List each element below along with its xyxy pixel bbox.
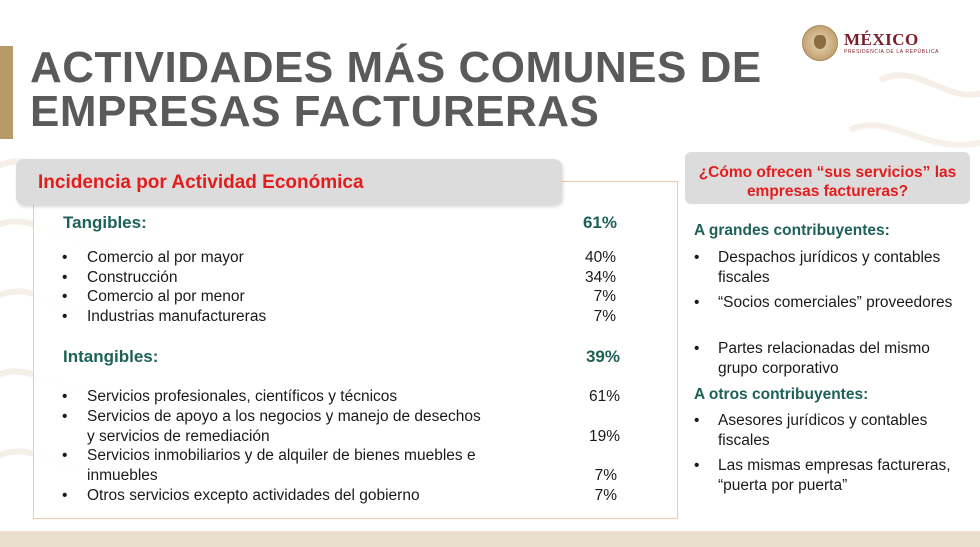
list-item-percent: 40% — [584, 249, 616, 266]
footer-band — [0, 531, 980, 547]
tangibles-label: Tangibles: — [63, 213, 147, 232]
list-item: • Servicios de apoyo a los negocios y ma… — [62, 407, 482, 446]
list-item-percent: 34% — [584, 269, 616, 286]
title-accent-bar — [0, 46, 13, 139]
list-item: • Comercio al por mayor — [62, 248, 542, 268]
page-title: ACTIVIDADES MÁS COMUNES DE EMPRESAS FACT… — [30, 46, 762, 134]
other-taxpayers-label: A otros contribuyentes: — [694, 386, 869, 403]
list-item-text: Construcción — [87, 269, 178, 286]
list-item: • Otros servicios excepto actividades de… — [62, 486, 542, 506]
list-item-text: “Socios comerciales” proveedores — [718, 294, 953, 311]
bullet-icon: • — [62, 249, 68, 266]
list-item: • Construcción — [62, 268, 542, 288]
bullet-icon: • — [694, 457, 700, 474]
activity-incidence-heading: Incidencia por Actividad Económica — [38, 172, 364, 193]
list-item: • Industrias manufactureras — [62, 307, 542, 327]
list-item: • Despachos jurídicos y contables fiscal… — [694, 248, 970, 288]
activity-incidence-panel — [33, 181, 678, 519]
list-item: • “Socios comerciales” proveedores — [694, 293, 970, 313]
bullet-icon: • — [694, 412, 700, 429]
list-item: • Las mismas empresas factureras, “puert… — [694, 456, 970, 496]
bullet-icon: • — [694, 249, 700, 266]
bullet-icon: • — [694, 340, 700, 357]
services-question-header-box — [685, 152, 970, 204]
list-item: • Servicios profesionales, científicos y… — [62, 387, 502, 407]
tangibles-percent: 61% — [582, 213, 617, 232]
list-item-text: Otros servicios excepto actividades del … — [87, 487, 420, 504]
list-item-text: Servicios de apoyo a los negocios y mane… — [87, 408, 481, 445]
services-question-heading: ¿Cómo ofrecen “sus servicios” las empres… — [698, 164, 957, 200]
list-item-percent: 61% — [588, 388, 620, 405]
list-item-text: Comercio al por menor — [87, 288, 245, 305]
bullet-icon: • — [62, 388, 68, 405]
logo-country: MÉXICO — [844, 29, 919, 49]
large-taxpayers-label: A grandes contribuyentes: — [694, 222, 890, 239]
list-item: • Partes relacionadas del mismo grupo co… — [694, 339, 970, 379]
list-item-text: Servicios inmobiliarios y de alquiler de… — [87, 447, 476, 484]
list-item: • Comercio al por menor — [62, 287, 542, 307]
logo-wordmark: MÉXICO PRESIDENCIA DE LA REPÚBLICA — [844, 29, 940, 56]
list-item-text: Industrias manufactureras — [87, 308, 267, 325]
national-seal-icon — [802, 25, 838, 61]
list-item-percent: 7% — [594, 487, 617, 504]
list-item-percent: 19% — [588, 428, 620, 445]
bullet-icon: • — [62, 308, 68, 325]
list-item-text: Las mismas empresas factureras, “puerta … — [718, 457, 951, 494]
list-item-text: Partes relacionadas del mismo grupo corp… — [718, 340, 930, 377]
list-item-percent: 7% — [594, 467, 617, 484]
list-item: • Asesores jurídicos y contables fiscale… — [694, 411, 970, 451]
bullet-icon: • — [62, 447, 68, 464]
bullet-icon: • — [62, 408, 68, 425]
list-item: • Servicios inmobiliarios y de alquiler … — [62, 446, 482, 485]
bullet-icon: • — [62, 487, 68, 504]
intangibles-label: Intangibles: — [63, 347, 159, 366]
intangibles-percent: 39% — [585, 347, 620, 366]
page-title-line-2: EMPRESAS FACTURERAS — [30, 87, 600, 136]
list-item-text: Despachos jurídicos y contables fiscales — [718, 249, 941, 286]
bullet-icon: • — [62, 269, 68, 286]
list-item-text: Comercio al por mayor — [87, 249, 244, 266]
list-item-percent: 7% — [593, 308, 616, 325]
logo-subtitle: PRESIDENCIA DE LA REPÚBLICA — [844, 48, 940, 55]
page-title-line-1: ACTIVIDADES MÁS COMUNES DE — [30, 43, 762, 92]
bullet-icon: • — [62, 288, 68, 305]
mexico-government-logo: MÉXICO PRESIDENCIA DE LA REPÚBLICA — [802, 23, 942, 63]
activity-incidence-header-box — [16, 159, 562, 205]
list-item-text: Servicios profesionales, científicos y t… — [87, 388, 398, 405]
bullet-icon: • — [694, 294, 700, 311]
list-item-percent: 7% — [593, 288, 616, 305]
list-item-text: Asesores jurídicos y contables fiscales — [718, 412, 928, 449]
